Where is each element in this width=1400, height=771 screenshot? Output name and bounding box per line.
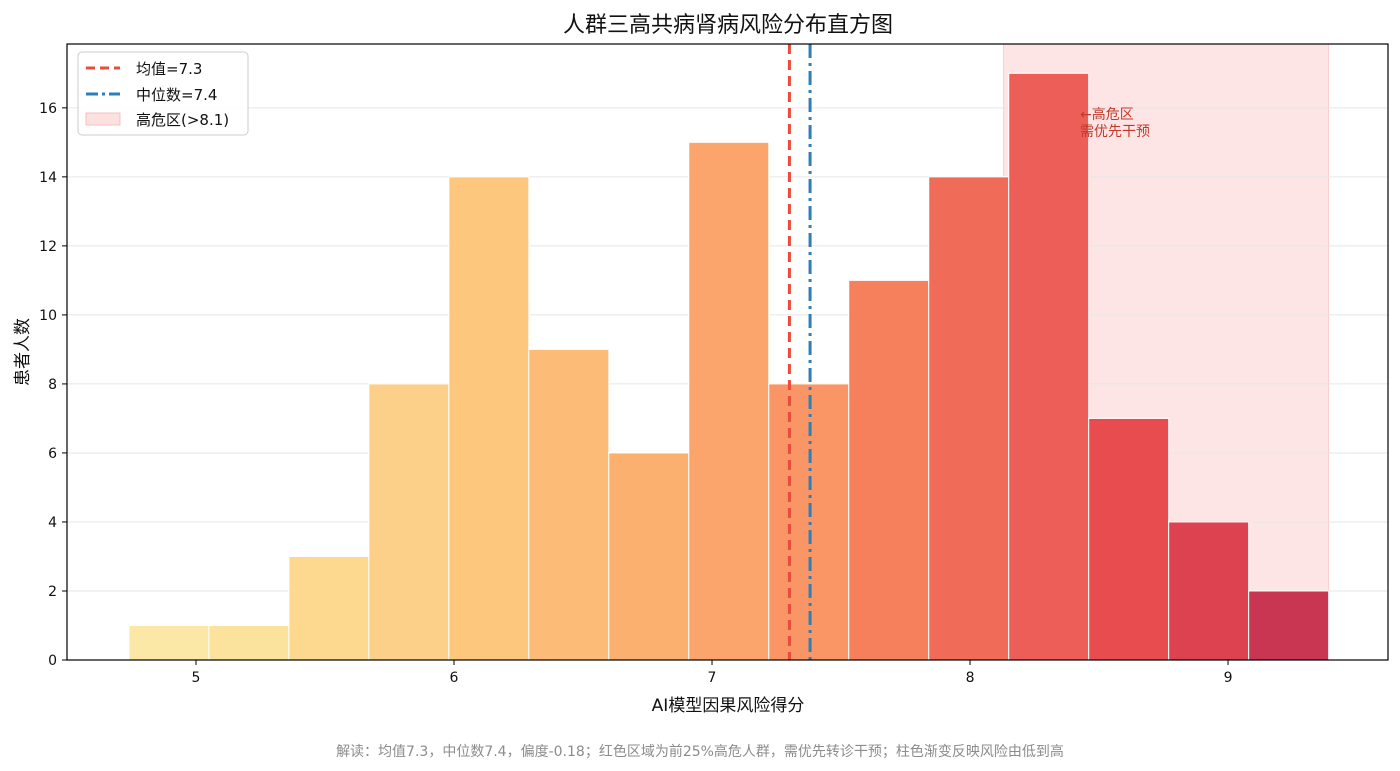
x-tick-label: 7 bbox=[708, 670, 717, 686]
y-tick-label: 8 bbox=[48, 377, 57, 393]
legend-median-label: 中位数=7.4 bbox=[136, 86, 217, 104]
y-axis-label: 患者人数 bbox=[13, 318, 33, 386]
legend-zone-label: 高危区(>8.1) bbox=[136, 111, 229, 129]
x-tick-label: 6 bbox=[450, 670, 459, 686]
plot-frame bbox=[66, 43, 1389, 661]
histogram-bar bbox=[1168, 521, 1250, 661]
annotation-line1: ←高危区 bbox=[1080, 106, 1134, 123]
x-tick-label: 9 bbox=[1224, 670, 1233, 686]
y-tick-label: 6 bbox=[48, 446, 57, 462]
annotation-line2: 需优先干预 bbox=[1080, 124, 1150, 140]
chart-title: 人群三高共病肾病风险分布直方图 bbox=[563, 13, 893, 38]
y-tick-label: 12 bbox=[39, 239, 57, 255]
histogram-bar bbox=[208, 624, 290, 661]
histogram-bar bbox=[848, 279, 930, 661]
histogram-bar bbox=[448, 176, 530, 661]
y-tick-label: 14 bbox=[39, 170, 57, 186]
histogram-bar bbox=[1248, 590, 1330, 661]
histogram-bar bbox=[1008, 72, 1090, 661]
x-tick-label: 5 bbox=[192, 670, 201, 686]
y-tick-label: 4 bbox=[48, 515, 57, 531]
x-tick-label: 8 bbox=[966, 670, 975, 686]
high-risk-annotation: ←高危区 需优先干预 bbox=[1080, 106, 1150, 140]
legend: 均值=7.3 中位数=7.4 高危区(>8.1) bbox=[77, 51, 249, 136]
histogram-bar bbox=[608, 452, 690, 661]
histogram-bar bbox=[1088, 417, 1170, 661]
chart-caption: 解读：均值7.3，中位数7.4，偏度-0.18；红色区域为前25%高危人群，需优… bbox=[336, 744, 1064, 760]
y-tick-label: 2 bbox=[48, 584, 57, 600]
histogram-bar bbox=[368, 383, 450, 661]
histogram-bar bbox=[528, 348, 610, 661]
legend-mean-label: 均值=7.3 bbox=[136, 60, 202, 78]
legend-box bbox=[77, 51, 249, 136]
y-tick-label: 10 bbox=[39, 308, 57, 324]
histogram-bar bbox=[688, 141, 770, 661]
legend-zone-swatch bbox=[85, 112, 121, 126]
y-tick-label: 0 bbox=[48, 653, 57, 669]
histogram-bar bbox=[128, 624, 210, 661]
x-axis-label: AI模型因果风险得分 bbox=[652, 696, 805, 716]
histogram-bar bbox=[288, 555, 370, 661]
y-tick-label: 16 bbox=[39, 101, 57, 117]
histogram-bar bbox=[928, 176, 1010, 661]
